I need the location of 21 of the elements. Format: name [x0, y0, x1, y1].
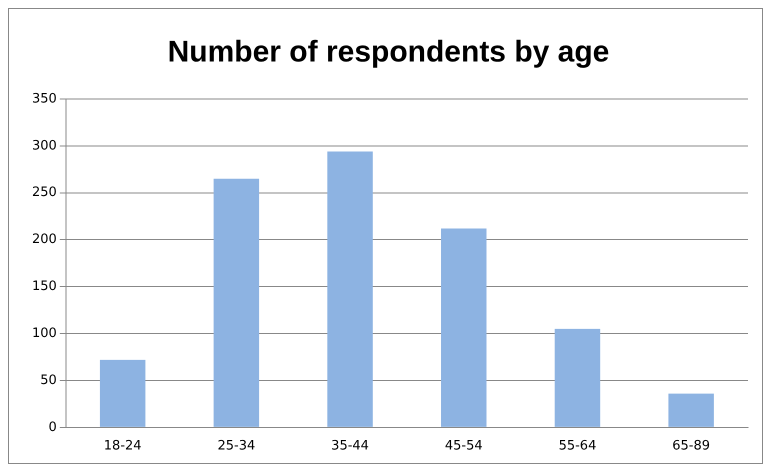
y-tick-label: 300 — [32, 138, 57, 154]
x-tick-label: 25-34 — [217, 438, 256, 454]
bar — [441, 228, 486, 427]
x-tick-label: 18-24 — [104, 438, 142, 454]
x-tick-label: 55-64 — [558, 438, 596, 454]
x-tick-label: 45-54 — [444, 438, 483, 454]
y-tick-label: 0 — [48, 420, 57, 435]
bar — [100, 360, 146, 427]
chart-title: Number of respondents by age — [168, 35, 610, 68]
bar — [554, 328, 600, 427]
bar — [327, 152, 373, 427]
y-tick-label: 100 — [32, 326, 57, 341]
bar — [214, 178, 260, 427]
y-tick-label: 350 — [32, 91, 57, 106]
y-tick-label: 50 — [40, 372, 57, 388]
x-tick-label: 65-89 — [672, 438, 710, 454]
y-tick-label: 250 — [32, 185, 57, 200]
y-tick-label: 200 — [32, 232, 57, 248]
y-tick-label: 150 — [32, 279, 57, 294]
bar — [668, 394, 714, 427]
x-tick-label: 35-44 — [331, 438, 369, 454]
